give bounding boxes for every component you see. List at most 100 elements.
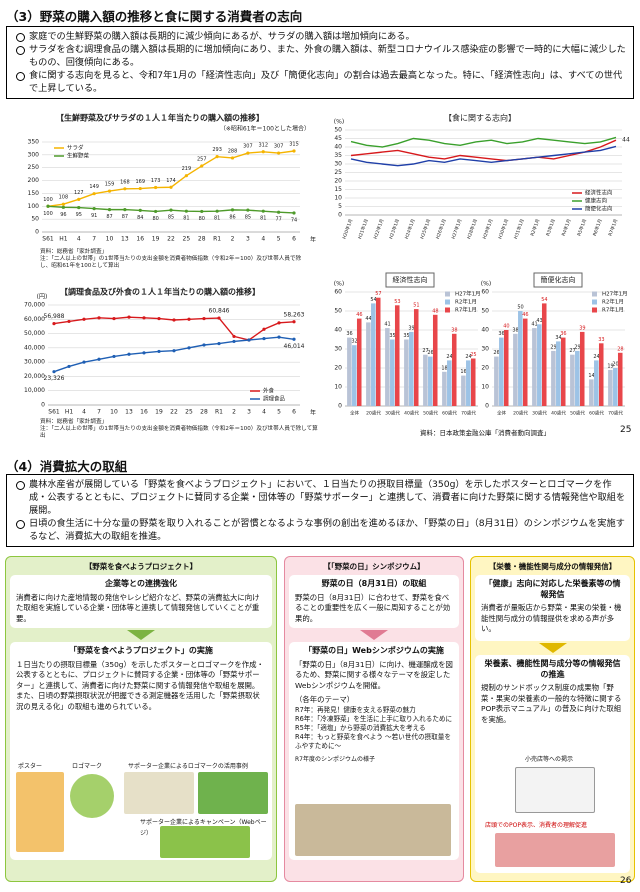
x-tick-label: 50歳代	[570, 410, 585, 417]
legend-swatch	[445, 299, 450, 305]
data-label: 34	[555, 335, 561, 341]
caption: ポスター	[18, 763, 43, 770]
point	[46, 204, 50, 208]
data-label: 44	[622, 137, 630, 144]
data-label: 33	[598, 337, 604, 343]
point	[200, 164, 204, 168]
theme: R7年：再発見！健康を支える野菜の魅力	[295, 705, 416, 714]
point	[187, 346, 191, 350]
x-tick-label: 4	[262, 409, 266, 416]
x-tick-label: H25年1月	[418, 218, 432, 240]
chart-title: 【生鮮野菜及びサラダの１人１年当たりの購入額の推移】	[56, 113, 264, 123]
line	[53, 336, 295, 373]
data-label: 293	[212, 147, 222, 153]
legend-label: 健康志向	[585, 197, 607, 205]
y-tick-label: 300	[28, 151, 40, 158]
x-tick-label: 20歳代	[366, 410, 381, 417]
data-label: 257	[197, 156, 207, 162]
data-label: 41	[531, 322, 537, 328]
data-label: 26	[493, 350, 499, 356]
illustration	[515, 767, 595, 813]
data-label: 85	[245, 215, 251, 221]
bar	[608, 369, 613, 406]
bar	[385, 328, 390, 406]
bar	[499, 337, 504, 406]
y-tick-label: 30	[334, 346, 342, 353]
theme: R4年：もっと野菜を食べよう ～若い世代の摂取量をふやすために～	[295, 732, 451, 750]
legend-label: H27年1月	[455, 290, 481, 298]
y-tick-label: 25	[334, 169, 342, 176]
x-tick-label: 40歳代	[551, 410, 566, 417]
caption: サポーター企業によるロゴマークの活用事例	[128, 763, 248, 770]
data-label: 38	[512, 327, 518, 333]
x-tick-label: H20年1月	[341, 218, 355, 240]
y-tick-label: 40	[334, 327, 342, 334]
x-tick-label: 7	[92, 236, 96, 243]
y-tick-label: 10	[334, 384, 342, 391]
point	[157, 349, 161, 354]
y-unit: (%)	[481, 281, 491, 288]
point	[123, 187, 127, 191]
point	[277, 335, 281, 339]
data-label: 19	[607, 363, 613, 369]
data-label: 312	[258, 142, 268, 148]
x-tick-label: 10	[106, 236, 114, 243]
data-label: 288	[228, 148, 238, 154]
point	[112, 354, 116, 359]
point	[67, 319, 71, 324]
point	[184, 209, 188, 213]
theme: R6年：「冷凍野菜」を生活に上手に取り入れるために	[295, 714, 453, 723]
x-tick-label: 28	[198, 236, 206, 243]
y-tick-label: 15	[334, 186, 342, 193]
y-tick-label: 50,000	[24, 330, 45, 337]
bar	[589, 379, 594, 406]
info-box: 栄養素、機能性関与成分等の情報発信の推進 規制のサンドボックス制度の成果物「野菜・…	[475, 655, 630, 873]
bar	[613, 368, 618, 406]
bar	[390, 339, 395, 406]
point	[217, 316, 221, 320]
data-label: 173	[151, 178, 161, 184]
data-label: 23,326	[44, 375, 65, 382]
data-label: 50	[517, 305, 523, 311]
point	[232, 334, 236, 339]
chart-title: 【食に関する志向】	[444, 113, 516, 123]
y-tick-label: 40	[334, 144, 342, 151]
point	[127, 352, 131, 356]
point	[232, 339, 236, 344]
data-label: 87	[122, 214, 128, 220]
source: 資料：総務省「家計調査」	[40, 249, 108, 255]
data-label: 74	[291, 217, 297, 223]
x-tick-label: 16	[140, 409, 148, 416]
legend-label: R7年1月	[455, 306, 477, 314]
x-tick-label: 28	[200, 409, 208, 416]
y-tick-label: 0	[35, 229, 39, 236]
photo	[295, 804, 451, 856]
point	[277, 151, 281, 155]
box-text: 消費者に向けた産地情報の発信やレシピ紹介など、野菜の消費拡大に向けた取組を実施し…	[16, 592, 260, 623]
x-tick-label: 25	[185, 409, 193, 416]
y-tick-label: 30,000	[24, 359, 45, 366]
bar	[466, 360, 471, 406]
x-tick-label: H31年1月	[512, 218, 526, 240]
point	[169, 208, 173, 212]
x-tick-label: 5	[277, 409, 281, 416]
data-label: 29	[550, 344, 556, 350]
legend-label: 経済性志向	[585, 189, 613, 197]
y-tick-label: 100	[28, 203, 40, 210]
box-title: 「野菜を食べようプロジェクト」の実施	[69, 646, 213, 655]
x-tick-label: 16	[136, 236, 144, 243]
data-label: 20	[612, 362, 618, 368]
data-label: 18	[441, 365, 447, 371]
data-label: 25	[470, 352, 476, 358]
x-tick-label: 13	[125, 409, 133, 416]
bar	[594, 360, 599, 406]
data-label: 96	[60, 212, 66, 218]
x-tick-label: 60歳代	[589, 410, 604, 417]
page-number: 25	[620, 425, 632, 435]
bar	[375, 297, 381, 406]
data-label: 87	[106, 214, 112, 220]
point	[142, 351, 146, 355]
data-label: 24	[446, 354, 452, 360]
x-tick-label: 20歳代	[513, 410, 528, 417]
point	[77, 197, 81, 201]
